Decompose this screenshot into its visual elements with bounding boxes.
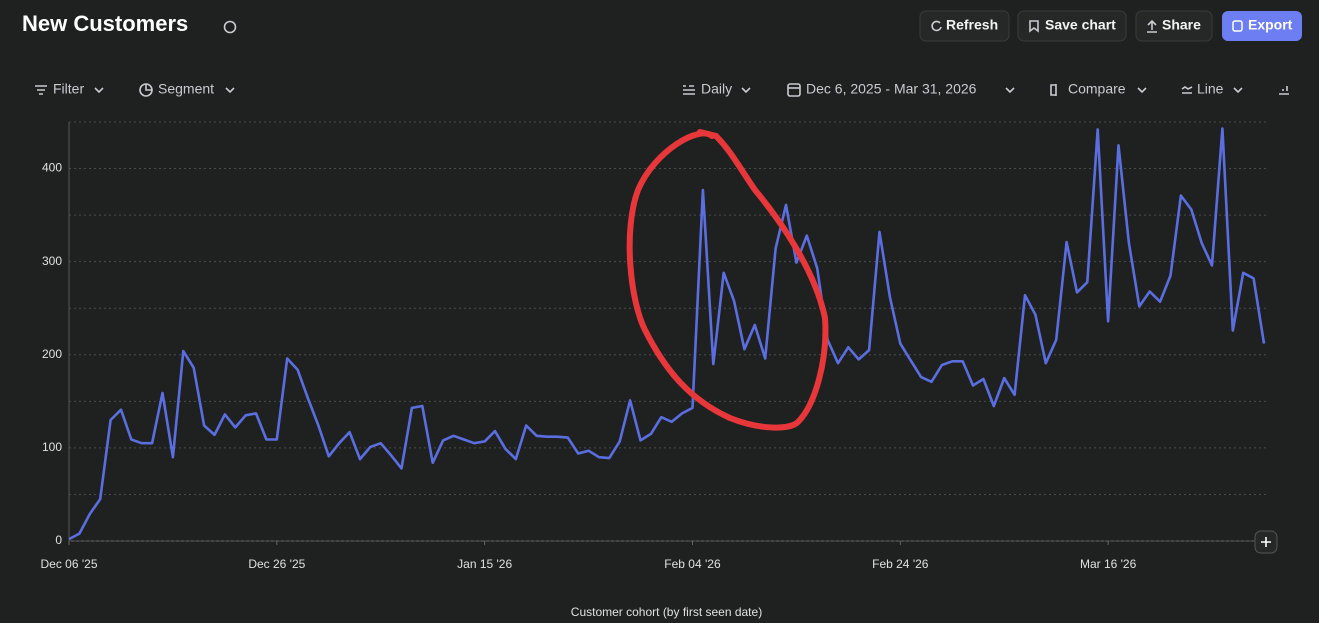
x-tick-label: Jan 15 '26 [457, 557, 512, 571]
x-tick-label: Dec 26 '25 [248, 557, 305, 571]
annotation-circle [626, 129, 829, 431]
filter-label: Filter [53, 81, 84, 97]
segment-label: Segment [158, 81, 214, 97]
button-label: Save chart [1045, 17, 1116, 33]
add-button[interactable] [1254, 530, 1278, 554]
x-axis-title: Customer cohort (by first seen date) [571, 605, 762, 619]
y-tick-label: 100 [42, 440, 62, 454]
info-icon[interactable] [223, 20, 237, 34]
refresh-button[interactable]: Refresh [919, 10, 1010, 42]
date-range-label: Dec 6, 2025 - Mar 31, 2026 [806, 81, 977, 97]
options-icon[interactable] [1279, 86, 1289, 95]
button-label: Export [1248, 17, 1293, 33]
x-tick-label: Mar 16 '26 [1080, 557, 1137, 571]
filter-control[interactable]: Filter [35, 81, 104, 97]
share-icon [1147, 19, 1157, 33]
plot-area: 0 100 200 300 400 Dec 06 '25 Dec 26 '25 Jan 15 … [41, 121, 1266, 619]
chart-type-control[interactable]: Line [1181, 81, 1243, 97]
interval-label: Daily [701, 81, 732, 97]
y-tick-label: 200 [42, 347, 62, 361]
compare-control[interactable]: Compare [1050, 81, 1147, 97]
date-range-control[interactable]: Dec 6, 2025 - Mar 31, 2026 [787, 81, 1015, 97]
data-line [68, 127, 1266, 541]
save-chart-button[interactable]: Save chart [1017, 10, 1127, 42]
page-title: New Customers [22, 11, 188, 36]
y-tick-label: 300 [42, 254, 62, 268]
export-button[interactable]: Export [1222, 11, 1302, 41]
x-tick-label: Dec 06 '25 [41, 557, 98, 571]
button-label: Share [1162, 17, 1201, 33]
interval-control[interactable]: Daily [683, 81, 751, 97]
compare-label: Compare [1068, 81, 1126, 97]
y-tick-label: 0 [55, 533, 62, 547]
segment-control[interactable]: Segment [139, 81, 235, 97]
refresh-icon [931, 20, 942, 32]
chart-type-label: Line [1197, 81, 1224, 97]
x-tick-label: Feb 24 '26 [872, 557, 929, 571]
y-tick-label: 400 [42, 161, 62, 175]
x-tick-label: Feb 04 '26 [664, 557, 721, 571]
share-button[interactable]: Share [1135, 10, 1213, 42]
button-label: Refresh [946, 17, 998, 33]
bookmark-icon [1029, 20, 1039, 33]
